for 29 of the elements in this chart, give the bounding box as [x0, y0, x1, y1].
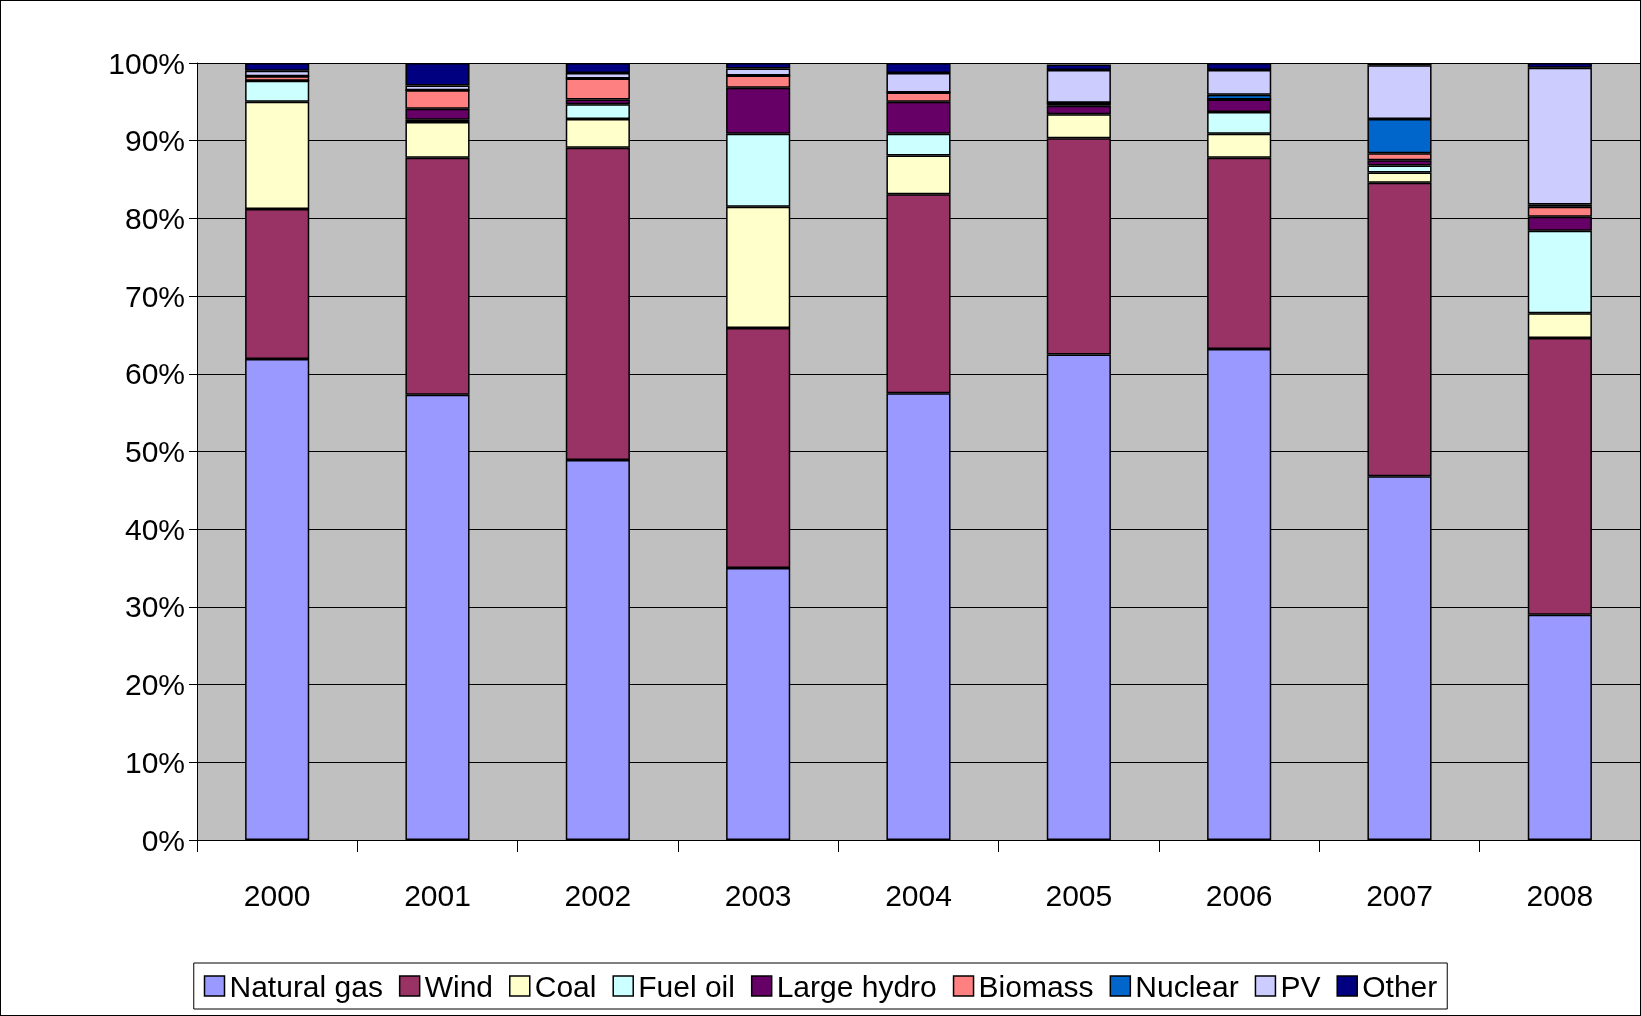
y-tick-label: 30% — [124, 590, 185, 624]
legend-label: Nuclear — [1135, 969, 1239, 1003]
y-tick-label: 90% — [124, 124, 185, 158]
x-tick-label: 2008 — [1526, 878, 1594, 912]
x-tick-label: 2002 — [564, 878, 632, 912]
legend-label: Fuel oil — [638, 969, 735, 1003]
x-tick-label: 2005 — [1045, 878, 1113, 912]
legend-label: Large hydro — [776, 969, 937, 1003]
x-tick-label: 2006 — [1205, 878, 1273, 912]
y-tick-label: 70% — [124, 279, 185, 313]
legend-label: Natural gas — [229, 969, 383, 1003]
y-tick-label: 50% — [124, 435, 185, 468]
x-tick-label: 2007 — [1366, 878, 1433, 912]
legend-label: Other — [1362, 969, 1438, 1003]
x-tick-label: 2004 — [885, 878, 952, 912]
y-tick-label: 10% — [124, 745, 185, 779]
y-tick-label: 100% — [108, 46, 185, 80]
x-tick-label: 2000 — [243, 878, 311, 912]
y-tick-label: 80% — [124, 201, 185, 235]
legend-label: PV — [1280, 969, 1321, 1003]
x-tick-label: 2003 — [724, 878, 792, 912]
y-tick-label: 60% — [124, 357, 185, 391]
y-tick-label: 40% — [124, 512, 185, 546]
y-tick-label: 20% — [124, 668, 185, 702]
x-tick-label: 2001 — [404, 878, 471, 912]
y-tick-label: 0% — [141, 823, 185, 857]
legend-label: Biomass — [978, 969, 1094, 1003]
legend-label: Wind — [424, 969, 494, 1003]
legend-label: Coal — [534, 969, 597, 1003]
